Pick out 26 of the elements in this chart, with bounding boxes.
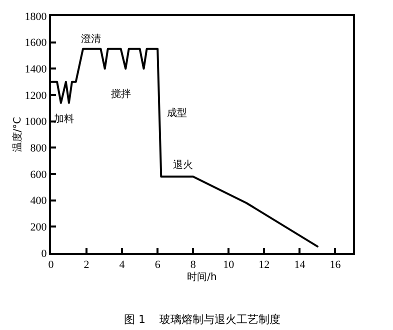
y-tick-label: 200 (30, 222, 48, 234)
annotation: 澄清 (81, 33, 101, 45)
y-tick-label: 1000 (24, 116, 48, 128)
annotation: 退火 (173, 159, 193, 171)
y-tick-label: 800 (30, 142, 48, 155)
x-tick-label: 4 (119, 259, 126, 272)
x-axis-title: 时间/h (187, 271, 217, 284)
annotation: 加料 (54, 113, 74, 125)
x-tick-label: 2 (84, 259, 90, 272)
y-axis-title: 温度/°C (11, 116, 24, 152)
x-tick-label: 14 (294, 259, 306, 272)
annotation: 搅拌 (111, 88, 131, 100)
annotation: 成型 (167, 107, 187, 119)
y-tick-label: 1600 (24, 37, 48, 50)
y-tick-label: 1400 (24, 64, 48, 76)
y-tick-label: 1800 (24, 10, 48, 23)
x-tick-label: 12 (258, 259, 270, 272)
caption: 图 1 玻璃熔制与退火工艺制度 (124, 313, 280, 326)
y-tick-label: 1200 (24, 90, 48, 102)
x-tick-label: 10 (223, 259, 235, 272)
y-tick-label: 400 (30, 195, 48, 208)
x-tick-label: 6 (154, 259, 161, 272)
x-tick-label: 8 (190, 259, 196, 272)
x-tick-label: 16 (330, 259, 342, 272)
y-tick-label: 600 (30, 168, 48, 181)
y-tick-label: 0 (41, 248, 48, 260)
